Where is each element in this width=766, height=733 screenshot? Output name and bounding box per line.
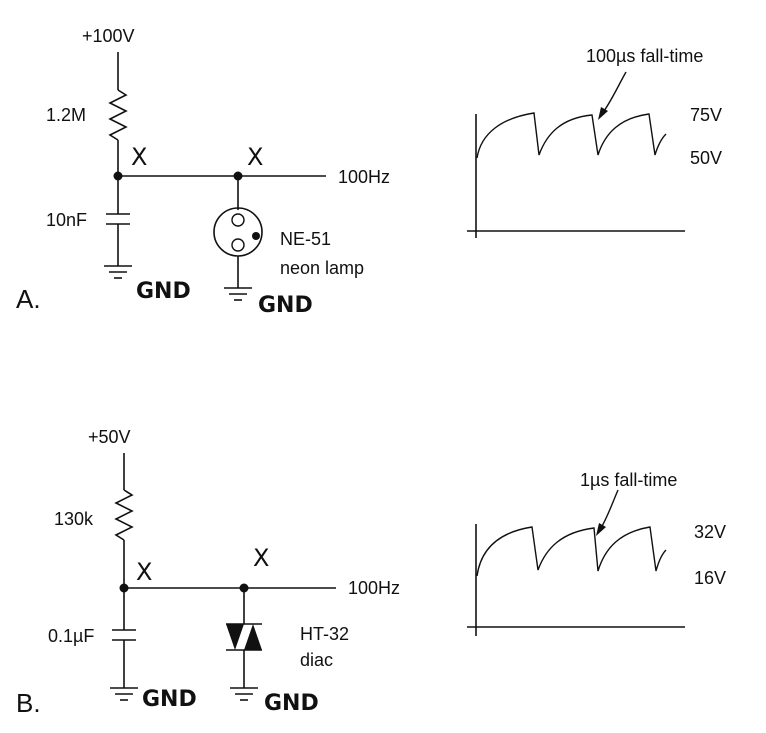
circuit-b-waveform: 1µs fall-time 32V 16V (467, 470, 726, 636)
circuit-a-upper-level: 75V (690, 105, 722, 125)
circuit-a-ground-symbol-2 (224, 287, 252, 301)
circuit-a-node-mark-1: X (131, 143, 147, 171)
circuit-a-node-mark-2: X (247, 143, 263, 171)
circuit-a-capacitor-label: 10nF (46, 210, 87, 230)
circuit-a-sawtooth-trace (476, 112, 667, 159)
circuit-b-device-name: HT-32 (300, 624, 349, 644)
circuit-b-capacitor-label: 0.1µF (48, 626, 94, 646)
circuit-b-lower-level: 16V (694, 568, 726, 588)
circuit-a-lower-level: 50V (690, 148, 722, 168)
circuit-b: B. +50V 130k X X 100Hz 0.1µF GND (16, 427, 400, 718)
circuit-b-sawtooth-trace (476, 526, 667, 577)
circuit-b-resistor-label: 130k (54, 509, 94, 529)
circuit-a-capacitor-symbol (106, 213, 130, 225)
circuit-b-node-mark-1: X (136, 558, 152, 586)
circuit-b-annotation-text: 1µs fall-time (580, 470, 677, 490)
circuit-b-capacitor-symbol (112, 629, 136, 641)
circuit-a-gnd-label-1: GND (136, 279, 191, 304)
circuit-b-device-desc: diac (300, 650, 333, 670)
circuit-b-diac-symbol (226, 623, 262, 651)
circuit-a-annotation-arrowhead (598, 107, 608, 120)
circuit-b-annotation-arrow (599, 489, 619, 531)
circuit-b-resistor-symbol (114, 489, 134, 541)
circuit-a-device-name: NE-51 (280, 229, 331, 249)
circuit-b-upper-level: 32V (694, 522, 726, 542)
circuit-b-gnd-label-2: GND (264, 691, 319, 716)
circuit-a-gnd-label-2: GND (258, 293, 313, 318)
circuit-b-annotation-arrowhead (596, 523, 606, 536)
circuit-a-ground-symbol-1 (104, 265, 132, 279)
circuit-a-supply-label: +100V (82, 26, 135, 46)
circuit-a-neon-lamp-symbol (213, 207, 263, 257)
circuit-b-output-label: 100Hz (348, 578, 400, 598)
circuit-a-annotation-arrow (601, 71, 627, 115)
circuit-b-ground-symbol-2 (230, 687, 258, 701)
circuit-a-device-desc: neon lamp (280, 258, 364, 278)
circuit-b-ground-symbol-1 (110, 687, 138, 701)
circuit-a-waveform: 100µs fall-time 75V 50V (467, 46, 722, 238)
circuit-b-gnd-label-1: GND (142, 687, 197, 712)
circuit-a: A. +100V 1.2M X X 100Hz 10nF GND (16, 26, 390, 318)
circuit-a-section-label: A. (16, 284, 41, 314)
circuit-a-output-label: 100Hz (338, 167, 390, 187)
circuit-a-resistor-symbol (108, 89, 128, 141)
circuit-a-resistor-label: 1.2M (46, 105, 86, 125)
circuit-a-annotation-text: 100µs fall-time (586, 46, 703, 66)
circuit-b-node-mark-2: X (253, 544, 269, 572)
circuit-b-supply-label: +50V (88, 427, 131, 447)
circuit-b-section-label: B. (16, 688, 41, 718)
